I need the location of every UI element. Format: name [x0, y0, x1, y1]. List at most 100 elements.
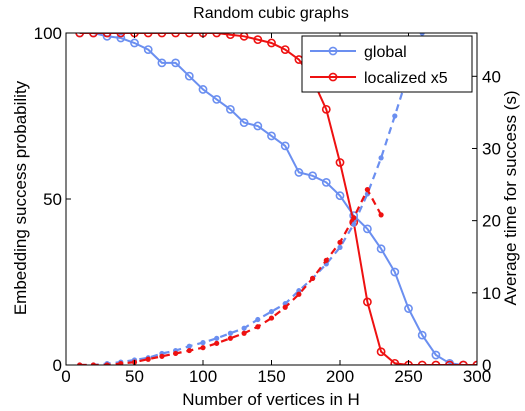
data-point-localized-time: [227, 335, 233, 341]
data-point-localized-x5: [102, 33, 112, 38]
data-point-localized-time: [296, 291, 302, 297]
data-point-localized-time: [364, 187, 370, 193]
left-y-tick-label: 0: [53, 356, 62, 375]
legend-label: global: [364, 44, 407, 61]
data-point-global: [321, 177, 331, 187]
data-point-localized-time: [173, 350, 179, 357]
data-point-global: [404, 304, 413, 313]
data-point-localized-x5: [143, 33, 153, 38]
data-point-localized-time: [351, 215, 357, 221]
right-y-tick-label: 10: [482, 284, 501, 303]
data-point-global: [239, 118, 249, 128]
right-y-axis-label: Average time for success (s): [501, 90, 520, 305]
data-point-global: [431, 350, 441, 360]
x-tick-label: 0: [61, 367, 70, 386]
right-y-tick-label: 20: [482, 212, 501, 231]
data-point-localized-time: [268, 315, 275, 321]
data-point-localized-time: [159, 353, 165, 359]
legend-marker: [328, 46, 338, 56]
data-point-localized-time: [310, 275, 316, 281]
series-line-global-time: [79, 33, 424, 365]
data-point-localized-x5: [321, 104, 331, 114]
data-point-global: [253, 121, 263, 131]
right-y-tick-label: 30: [482, 139, 501, 158]
x-tick-label: 100: [189, 367, 217, 386]
data-point-localized-x5: [390, 358, 400, 365]
data-point-localized-x5: [226, 33, 235, 40]
data-point-localized-x5: [157, 33, 167, 38]
data-point-localized-x5: [75, 33, 85, 38]
x-tick-label: 250: [394, 367, 422, 386]
data-point-global: [362, 224, 372, 234]
data-point-global: [130, 38, 139, 48]
series-line-localized-time: [79, 187, 383, 365]
chart-title: Random cubic graphs: [193, 5, 349, 22]
data-point-global-time: [337, 244, 343, 250]
data-point-localized-time: [77, 362, 83, 365]
right-y-tick-label: 0: [482, 356, 491, 375]
legend-label: localized x5: [364, 70, 448, 87]
data-point-global-time: [214, 335, 220, 341]
data-point-global: [143, 45, 153, 54]
left-y-axis-label: Embedding success probability: [11, 80, 30, 315]
data-point-localized-x5: [362, 297, 372, 307]
right-y-tick-label: 40: [482, 67, 501, 86]
data-point-localized-time: [255, 324, 261, 330]
data-point-global-time: [186, 343, 192, 349]
left-y-tick-label: 50: [43, 190, 62, 209]
data-point-global: [267, 131, 276, 141]
data-point-localized-time: [200, 345, 206, 351]
data-point-global: [198, 85, 208, 94]
data-point-global: [390, 267, 400, 277]
left-y-tick-label: 100: [34, 24, 62, 43]
data-point-localized-time: [104, 362, 110, 365]
data-point-localized-x5: [253, 35, 263, 45]
data-point-localized-x5: [89, 33, 98, 38]
data-point-global: [335, 191, 345, 201]
data-point-localized-time: [186, 347, 192, 354]
x-tick-label: 50: [125, 367, 144, 386]
data-point-localized-x5: [376, 347, 386, 357]
data-point-localized-x5: [212, 33, 222, 38]
data-point-localized-time: [241, 330, 247, 336]
plot-area: [75, 33, 477, 365]
data-point-global: [417, 330, 427, 340]
data-point-localized-x5: [280, 45, 290, 54]
data-point-localized-time: [118, 360, 124, 365]
data-point-global-time: [227, 330, 233, 336]
data-point-localized-time: [323, 257, 329, 263]
data-point-global-time: [268, 308, 275, 315]
data-point-global: [376, 244, 386, 254]
data-point-global: [116, 33, 126, 43]
data-point-global-time: [241, 325, 247, 331]
data-point-global-time: [419, 33, 425, 36]
data-point-global: [280, 141, 290, 151]
data-point-localized-time: [378, 212, 384, 218]
data-point-localized-x5: [184, 33, 194, 38]
data-point-global: [171, 58, 180, 68]
data-point-localized-x5: [116, 33, 126, 38]
data-point-localized-x5: [171, 33, 180, 38]
legend-box: [301, 35, 473, 93]
data-point-global-time: [351, 221, 357, 227]
data-point-localized-x5: [267, 38, 276, 48]
data-point-localized-time: [145, 356, 151, 362]
data-point-global-time: [200, 340, 206, 346]
data-point-global: [157, 58, 167, 68]
data-point-global-time: [378, 155, 384, 161]
x-tick-label: 200: [326, 367, 354, 386]
data-point-localized-time: [214, 340, 220, 346]
data-point-global-time: [296, 288, 302, 294]
data-point-global-time: [255, 316, 261, 323]
x-axis-label: Number of vertices in H: [182, 390, 360, 409]
data-point-global: [308, 171, 317, 181]
x-tick-label: 150: [257, 367, 285, 386]
data-point-localized-time: [90, 362, 96, 365]
legend-marker: [328, 72, 338, 82]
legend: global localized x5: [301, 35, 473, 93]
series-line-global: [79, 33, 477, 365]
data-point-global: [294, 168, 304, 177]
data-point-localized-x5: [239, 33, 249, 41]
